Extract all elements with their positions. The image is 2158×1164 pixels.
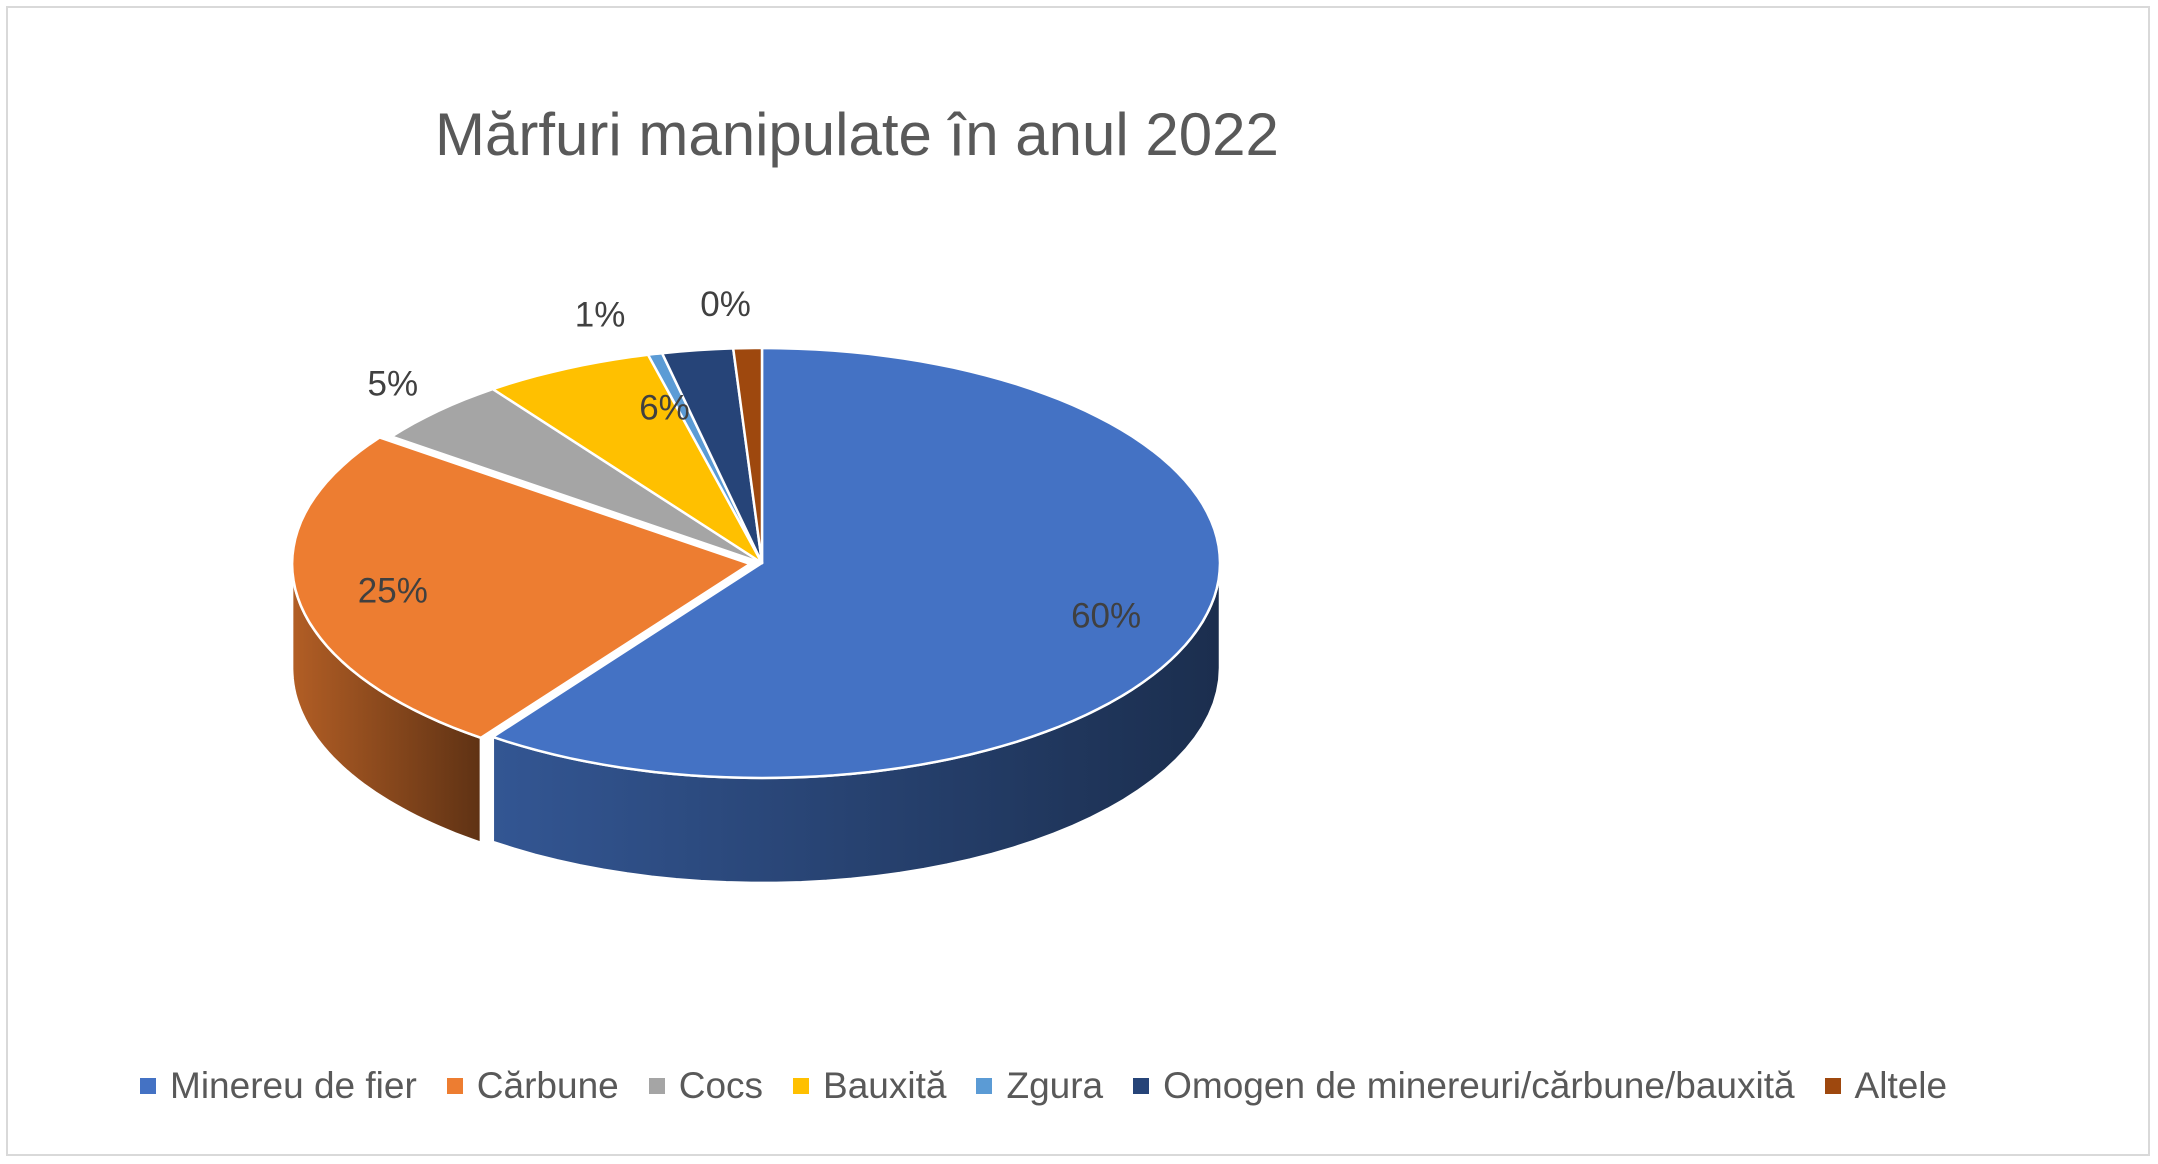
legend-swatch xyxy=(446,1078,463,1094)
legend-swatch xyxy=(1133,1078,1150,1094)
chart-legend: Minereu de fier Cărbune Cocs Bauxită Zgura Om… xyxy=(140,1065,1977,1107)
legend-label: Zgura xyxy=(1006,1065,1104,1106)
legend-swatch xyxy=(648,1078,665,1094)
data-label-zgura: 1% xyxy=(575,296,626,335)
legend-item-carbune: Cărbune xyxy=(446,1065,619,1107)
legend-label: Cocs xyxy=(678,1065,764,1106)
legend-item-zgura: Zgura xyxy=(976,1065,1103,1107)
legend-swatch xyxy=(1824,1078,1841,1094)
legend-item-omogen-de-minereuri-carbune-bauxita: Omogen de minereuri/cărbune/bauxită xyxy=(1133,1065,1795,1107)
legend-item-altele: Altele xyxy=(1824,1065,1948,1107)
pie-slice-minereu-de-fier xyxy=(491,346,1222,780)
legend-label: Altele xyxy=(1854,1065,1948,1106)
pie-slice-altele xyxy=(731,346,764,565)
data-label-bauxita: 6% xyxy=(639,388,690,427)
pie-slice-carbune xyxy=(290,436,752,740)
legend-swatch xyxy=(976,1078,993,1094)
data-label-altele: 0% xyxy=(700,285,751,324)
chart-title: Mărfuri manipulate în anul 2022 xyxy=(435,101,1279,168)
legend-item-minereu-de-fier: Minereu de fier xyxy=(140,1065,417,1107)
legend-label: Minereu de fier xyxy=(170,1065,417,1106)
legend-label: Bauxită xyxy=(823,1065,947,1106)
legend-swatch xyxy=(793,1078,810,1094)
pie-slice-cocs xyxy=(390,387,764,565)
data-label-minereu-de-fier: 60% xyxy=(1071,597,1141,636)
legend-item-bauxita: Bauxită xyxy=(793,1065,946,1107)
legend-label: Cărbune xyxy=(476,1065,619,1106)
pie-slice-bauxita xyxy=(491,353,764,565)
data-label-cocs: 5% xyxy=(368,365,419,404)
legend-item-cocs: Cocs xyxy=(648,1065,764,1107)
legend-swatch xyxy=(140,1078,156,1094)
data-label-carbune: 25% xyxy=(358,572,428,611)
legend-label: Omogen de minereuri/cărbune/bauxită xyxy=(1163,1065,1795,1106)
